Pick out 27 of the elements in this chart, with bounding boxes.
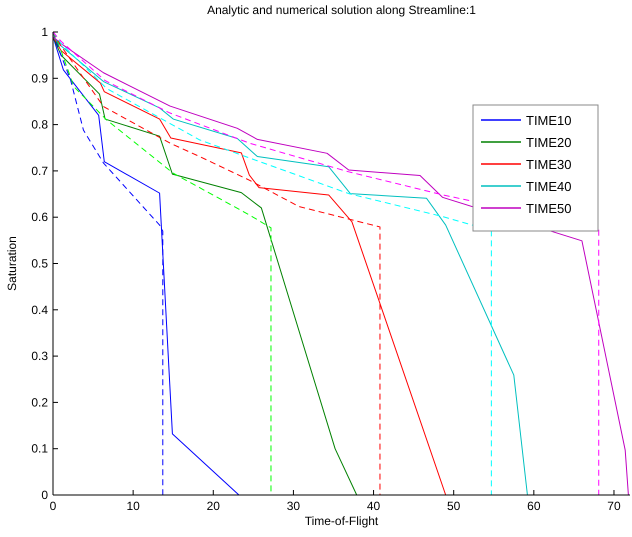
legend-label: TIME50 [526,201,572,216]
x-tick-label: 70 [607,499,621,513]
x-tick-label: 10 [126,499,140,513]
x-axis-title: Time-of-Flight [304,514,379,528]
legend-label: TIME30 [526,157,572,172]
y-tick-label: 0.1 [31,442,48,456]
y-tick-label: 0 [41,488,48,502]
x-tick-label: 0 [50,499,57,513]
x-tick-label: 40 [366,499,381,513]
y-tick-label: 0.4 [31,302,48,317]
x-tick-label: 30 [286,499,300,513]
y-axis-title: Saturation [5,236,19,291]
legend-label: TIME40 [526,179,572,194]
y-tick-label: 1 [41,25,48,39]
y-tick-label: 0.8 [31,118,48,132]
y-tick-label: 0.2 [31,395,48,410]
x-tick-label: 60 [527,499,541,513]
y-tick-label: 0.5 [31,256,48,270]
legend-label: TIME20 [526,135,572,150]
y-tick-label: 0.7 [31,164,48,178]
x-tick-label: 20 [206,499,220,513]
x-tick-label: 50 [447,499,461,513]
y-tick-label: 0.3 [31,349,48,364]
y-tick-label: 0.6 [31,210,48,224]
legend-label: TIME10 [526,113,572,128]
y-tick-label: 0.9 [31,71,48,86]
chart-title: Analytic and numerical solution along Streamline:1 [207,3,476,17]
